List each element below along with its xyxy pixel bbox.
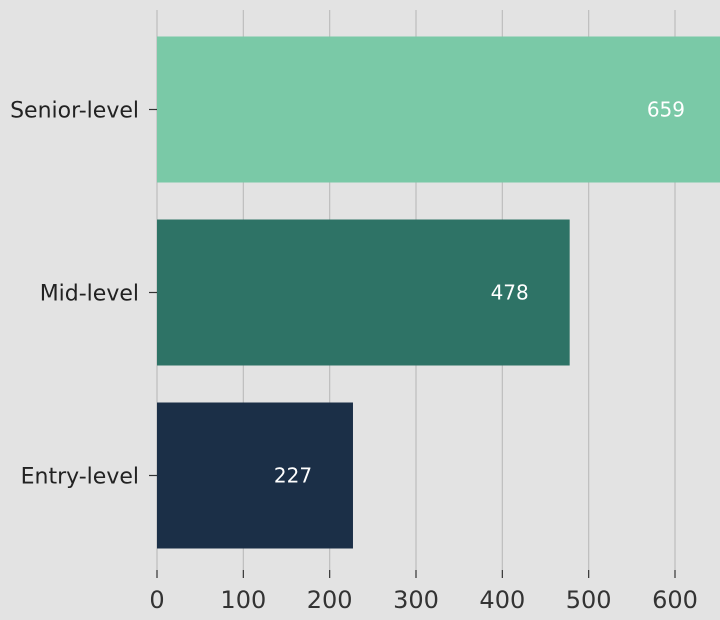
- bar-layer: 659 478 227: [157, 36, 720, 549]
- x-tick-label: 300: [393, 586, 439, 614]
- bar-senior-level: [157, 36, 720, 183]
- category-label: Entry-level: [21, 465, 139, 490]
- x-tick-label: 100: [220, 586, 266, 614]
- category-label: Senior-level: [10, 99, 139, 124]
- data-label: 659: [647, 98, 685, 122]
- x-tick-label: 200: [307, 586, 353, 614]
- x-tick-label: 600: [652, 586, 698, 614]
- data-label: 478: [491, 281, 529, 305]
- category-label: Mid-level: [40, 282, 139, 307]
- x-tick-label: 0: [149, 586, 164, 614]
- x-tick-label: 500: [566, 586, 612, 614]
- x-tick-label: 400: [479, 586, 525, 614]
- bar-mid-level: [157, 219, 570, 366]
- data-label: 227: [274, 464, 312, 488]
- axis-layer: 0 100 200 300 400 500 600 Senior-level Mid-level…: [10, 99, 698, 615]
- bar-entry-level: [157, 402, 353, 549]
